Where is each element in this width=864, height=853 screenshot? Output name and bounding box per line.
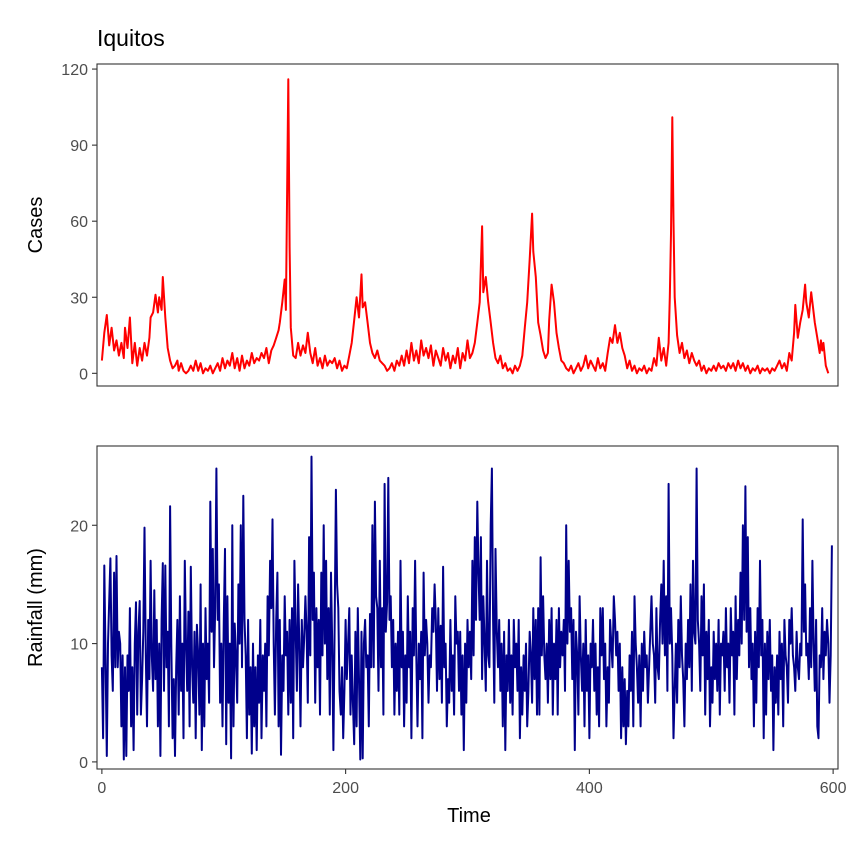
x-tick-label: 200 <box>332 780 359 797</box>
chart-panels: 0 30 60 90 120 Cases 0 10 20 Rainfall (mm) 0 200 400… <box>25 62 847 797</box>
panel-border <box>96 63 839 387</box>
y-tick-label: 0 <box>79 366 88 383</box>
y-tick-label: 0 <box>79 755 88 772</box>
series-line <box>100 78 830 375</box>
panel-border <box>96 445 839 770</box>
x-tick-label: 600 <box>820 780 847 797</box>
y-axis-title: Rainfall (mm) <box>25 548 47 667</box>
y-tick-label: 20 <box>70 518 88 535</box>
chart-title: Iquitos <box>97 25 165 51</box>
x-tick-label: 0 <box>97 780 106 797</box>
x-axis-title: Time <box>447 805 491 827</box>
y-tick-label: 60 <box>70 214 88 231</box>
y-axis-title: Cases <box>25 197 47 254</box>
y-tick-label: 90 <box>70 138 88 155</box>
x-tick-label: 400 <box>576 780 603 797</box>
y-tick-label: 10 <box>70 637 88 654</box>
panel-1: 0 30 60 90 120 Cases <box>25 62 839 387</box>
y-tick-label: 120 <box>61 62 88 79</box>
series-line <box>100 455 833 761</box>
panel-2: 0 10 20 Rainfall (mm) 0 200 400 600 <box>25 445 847 797</box>
y-tick-label: 30 <box>70 290 88 307</box>
